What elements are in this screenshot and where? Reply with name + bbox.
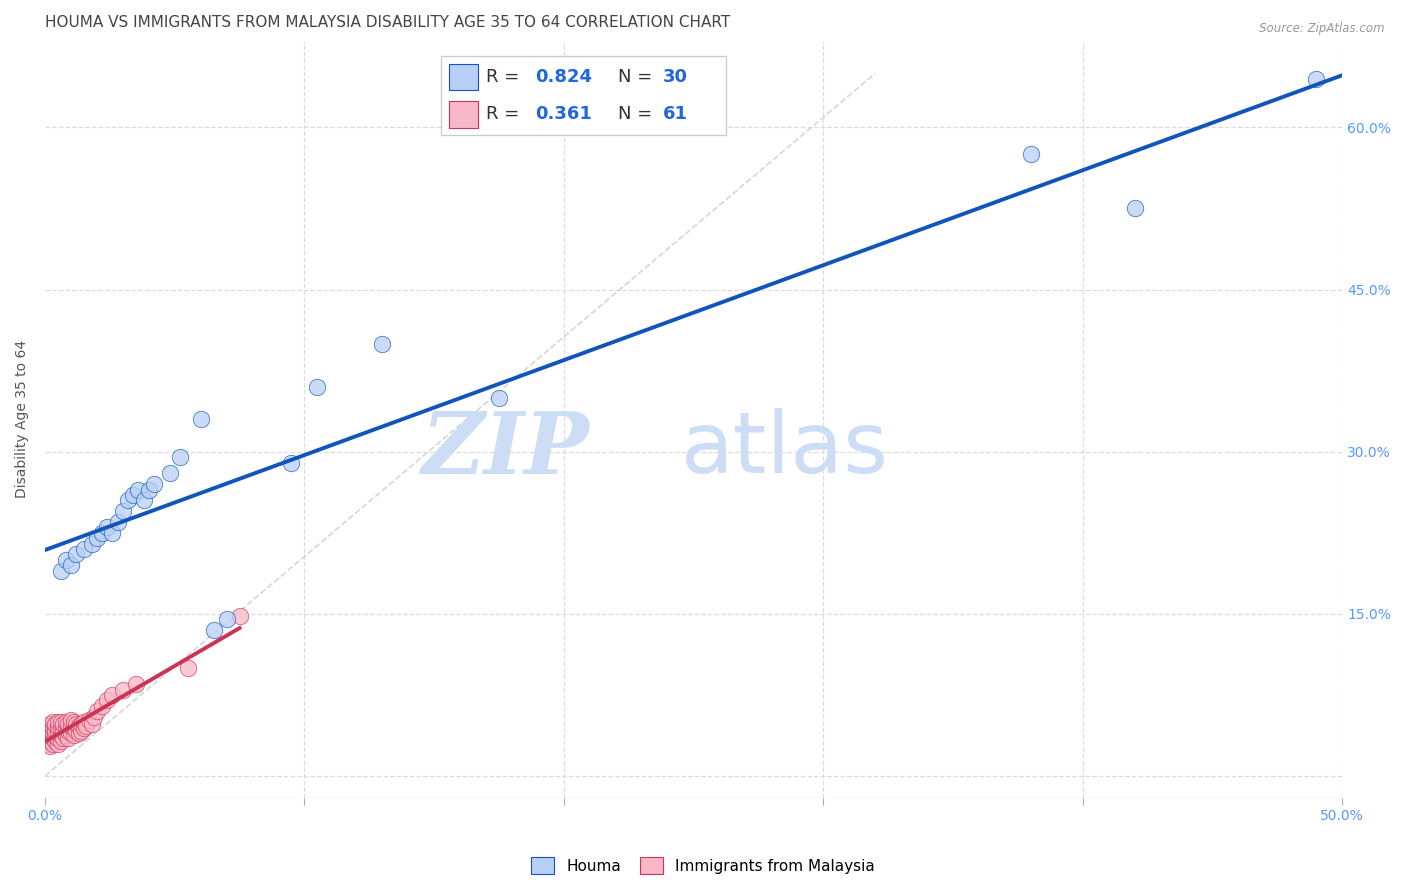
Point	[1305, 71, 1327, 86]
Point	[101, 525, 124, 540]
Point	[215, 612, 238, 626]
Point	[77, 713, 100, 727]
Point	[96, 693, 118, 707]
Point	[39, 728, 62, 742]
Point	[488, 391, 510, 405]
Point	[202, 623, 225, 637]
Point	[55, 722, 77, 736]
Point	[52, 723, 75, 738]
Point	[46, 731, 69, 746]
Point	[59, 719, 82, 733]
Point	[371, 336, 394, 351]
Point	[49, 564, 72, 578]
Point	[52, 731, 75, 746]
Point	[111, 682, 134, 697]
Point	[101, 688, 124, 702]
Point	[44, 717, 66, 731]
Point	[49, 714, 72, 729]
Point	[111, 504, 134, 518]
Point	[42, 731, 65, 746]
Point	[96, 520, 118, 534]
Point	[1123, 202, 1146, 216]
Point	[39, 739, 62, 753]
Point	[39, 723, 62, 738]
Point	[159, 467, 181, 481]
Point	[280, 456, 302, 470]
Point	[80, 717, 103, 731]
Point	[67, 726, 90, 740]
Point	[91, 698, 114, 713]
Point	[46, 714, 69, 729]
Point	[67, 719, 90, 733]
Text: atlas: atlas	[681, 408, 889, 491]
Point	[65, 548, 87, 562]
Point	[39, 734, 62, 748]
Text: Source: ZipAtlas.com: Source: ZipAtlas.com	[1260, 22, 1385, 36]
Point	[228, 609, 250, 624]
Point	[73, 541, 96, 556]
Point	[58, 717, 80, 731]
Point	[138, 483, 160, 497]
Point	[39, 717, 62, 731]
Point	[55, 714, 77, 729]
Point	[86, 704, 108, 718]
Point	[307, 380, 329, 394]
Legend: Houma, Immigrants from Malaysia: Houma, Immigrants from Malaysia	[526, 851, 880, 880]
Point	[52, 717, 75, 731]
Point	[37, 737, 59, 751]
Point	[190, 412, 212, 426]
Y-axis label: Disability Age 35 to 64: Disability Age 35 to 64	[15, 340, 30, 499]
Point	[46, 720, 69, 734]
Point	[49, 722, 72, 736]
Point	[176, 661, 198, 675]
Point	[107, 515, 129, 529]
Point	[59, 726, 82, 740]
Point	[62, 722, 84, 736]
Point	[59, 558, 82, 573]
Point	[59, 713, 82, 727]
Point	[127, 483, 149, 497]
Point	[142, 477, 165, 491]
Point	[76, 719, 98, 733]
Point	[55, 553, 77, 567]
Point	[86, 531, 108, 545]
Point	[42, 720, 65, 734]
Point	[55, 728, 77, 742]
Point	[42, 726, 65, 740]
Point	[44, 730, 66, 744]
Point	[117, 493, 139, 508]
Point	[73, 714, 96, 729]
Point	[58, 723, 80, 738]
Point	[44, 723, 66, 738]
Point	[80, 536, 103, 550]
Point	[83, 709, 105, 723]
Text: ZIP: ZIP	[422, 408, 591, 491]
Point	[65, 723, 87, 738]
Point	[46, 737, 69, 751]
Point	[70, 723, 93, 738]
Point	[122, 488, 145, 502]
Point	[125, 677, 148, 691]
Point	[44, 734, 66, 748]
Point	[169, 450, 191, 464]
Point	[70, 717, 93, 731]
Point	[73, 722, 96, 736]
Point	[37, 726, 59, 740]
Point	[49, 734, 72, 748]
Point	[49, 728, 72, 742]
Point	[37, 731, 59, 746]
Point	[91, 525, 114, 540]
Point	[65, 717, 87, 731]
Point	[42, 737, 65, 751]
Point	[46, 726, 69, 740]
Text: HOUMA VS IMMIGRANTS FROM MALAYSIA DISABILITY AGE 35 TO 64 CORRELATION CHART: HOUMA VS IMMIGRANTS FROM MALAYSIA DISABI…	[45, 15, 730, 30]
Point	[42, 714, 65, 729]
Point	[62, 728, 84, 742]
Point	[1019, 147, 1042, 161]
Point	[58, 731, 80, 746]
Point	[62, 714, 84, 729]
Point	[132, 493, 155, 508]
